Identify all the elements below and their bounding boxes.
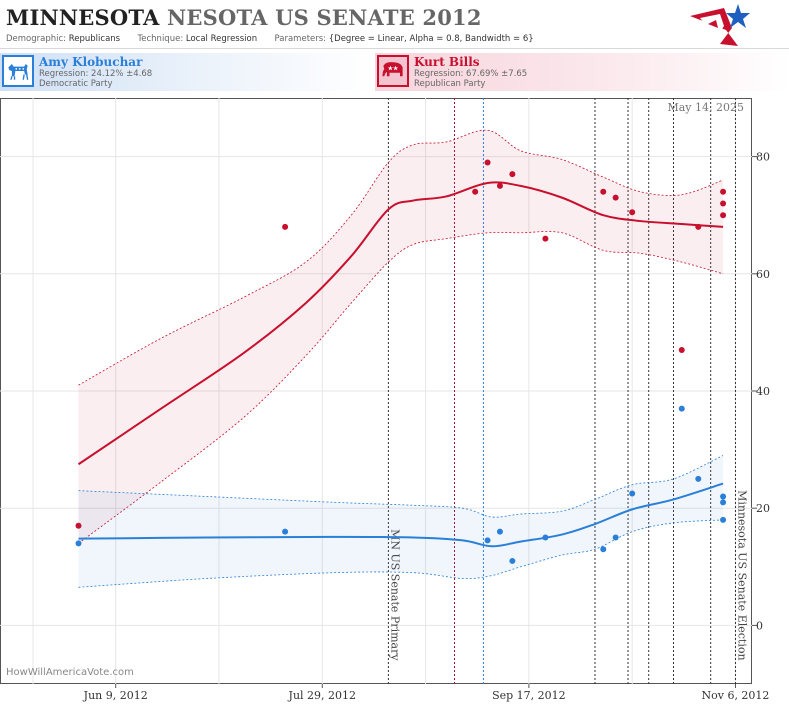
title-state: MINNESOTA bbox=[6, 5, 160, 30]
confidence-band bbox=[78, 455, 724, 588]
parameters-value: {Degree = Linear, Alpha = 0.8, Bandwidth… bbox=[328, 34, 534, 44]
poll-point bbox=[282, 528, 289, 535]
poll-point bbox=[472, 188, 479, 195]
poll-point bbox=[600, 546, 607, 553]
lower-bound-line bbox=[78, 231, 724, 544]
x-tick-label: Sep 17, 2012 bbox=[492, 689, 566, 702]
date-stamp: May 14, 2025 bbox=[667, 101, 744, 114]
regression-chart: 0 20 40 60 80 Jun 9, 2012 Jul 29, 2012 Sep 17, … bbox=[0, 98, 770, 702]
candidate-dem-name: Amy Klobuchar bbox=[39, 55, 143, 69]
candidate-rep-regression: Regression: 67.69% ±7.65 bbox=[414, 69, 528, 79]
candidate-rep-party: Republican Party bbox=[414, 79, 486, 89]
site-logo-icon[interactable] bbox=[686, 2, 786, 48]
poll-point bbox=[720, 516, 727, 523]
poll-point bbox=[695, 475, 702, 482]
x-tick-label: Jul 29, 2012 bbox=[288, 689, 357, 702]
candidate-dem-regression: Regression: 24.12% ±4.68 bbox=[39, 69, 153, 79]
poll-point bbox=[629, 209, 636, 216]
poll-point bbox=[720, 200, 727, 207]
confidence-band bbox=[78, 130, 724, 544]
candidate-dem-party: Democratic Party bbox=[39, 79, 113, 89]
x-tick-label: Jun 9, 2012 bbox=[83, 689, 148, 702]
chart-header: MINNESOTA NESOTA US SENATE 2012 Demograp… bbox=[0, 0, 789, 49]
regression-line bbox=[77, 181, 724, 466]
donkey-icon bbox=[2, 55, 34, 87]
title-race: NESOTA US SENATE 2012 bbox=[167, 5, 482, 30]
poll-point bbox=[612, 534, 619, 541]
poll-point bbox=[695, 223, 702, 230]
poll-point bbox=[720, 188, 727, 195]
upper-bound-line bbox=[78, 455, 724, 518]
y-tick-label: 20 bbox=[756, 502, 770, 515]
demographic-value: Republicans bbox=[68, 34, 121, 44]
upper-bound-line bbox=[78, 129, 724, 386]
series-klobuchar bbox=[75, 405, 727, 588]
event-label: MN US Senate Primary bbox=[388, 529, 401, 661]
poll-point bbox=[720, 493, 727, 500]
poll-point bbox=[720, 212, 727, 219]
event-label: Minnesota US Senate Election bbox=[735, 490, 748, 660]
page-title: MINNESOTA NESOTA US SENATE 2012 bbox=[6, 5, 482, 30]
poll-point bbox=[542, 235, 549, 242]
technique-label: Technique: bbox=[137, 34, 184, 44]
series-bills bbox=[75, 129, 727, 544]
y-tick-label: 80 bbox=[756, 151, 770, 164]
candidate-dem-panel[interactable]: Amy Klobuchar Regression: 24.12% ±4.68 D… bbox=[0, 53, 375, 91]
poll-point bbox=[678, 346, 685, 353]
chart-parameters: Demographic: Republicans Technique: Loca… bbox=[6, 34, 534, 44]
poll-point bbox=[496, 528, 503, 535]
poll-point bbox=[509, 171, 516, 178]
poll-point bbox=[629, 490, 636, 497]
poll-point bbox=[484, 537, 491, 544]
demographic-label: Demographic: bbox=[6, 34, 67, 44]
y-tick-label: 0 bbox=[756, 619, 763, 632]
poll-point bbox=[509, 557, 516, 564]
poll-point bbox=[496, 182, 503, 189]
poll-point bbox=[75, 540, 82, 547]
poll-point bbox=[678, 405, 685, 412]
candidate-rep-name: Kurt Bills bbox=[414, 55, 480, 69]
poll-point bbox=[542, 534, 549, 541]
candidate-rep-panel[interactable]: Kurt Bills Regression: 67.69% ±7.65 Repu… bbox=[375, 53, 789, 91]
y-tick-label: 60 bbox=[756, 268, 770, 281]
watermark: HowWillAmericaVote.com bbox=[6, 667, 134, 678]
elephant-icon bbox=[377, 55, 409, 87]
regression-line bbox=[78, 482, 724, 548]
poll-point bbox=[75, 522, 82, 529]
poll-point bbox=[720, 499, 727, 506]
poll-point bbox=[282, 223, 289, 230]
poll-point bbox=[600, 188, 607, 195]
technique-value: Local Regression bbox=[185, 34, 258, 44]
parameters-label: Parameters: bbox=[274, 34, 327, 44]
y-tick-label: 40 bbox=[756, 385, 770, 398]
poll-point bbox=[612, 194, 619, 201]
poll-point bbox=[484, 159, 491, 166]
x-tick-label: Nov 6, 2012 bbox=[701, 689, 769, 702]
